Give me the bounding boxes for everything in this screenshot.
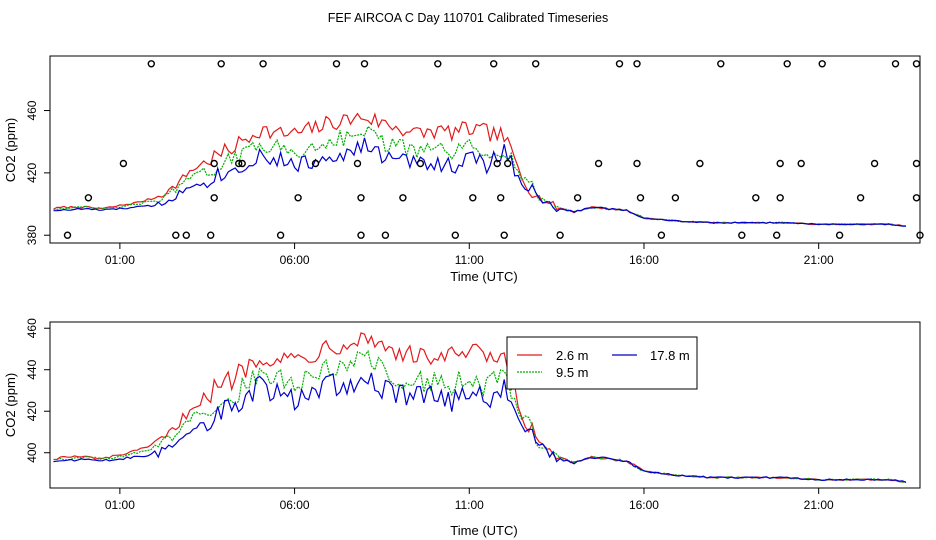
bottom-y-tick-label: 420	[25, 401, 39, 421]
flag-marker	[797, 159, 805, 168]
flag-marker	[490, 60, 498, 68]
flag-marker	[657, 231, 666, 239]
bottom-plot-frame	[49, 321, 921, 489]
bottom-y-tick-label: 460	[25, 318, 39, 338]
flag-marker	[717, 60, 725, 68]
flag-marker	[294, 194, 302, 202]
flag-marker	[399, 194, 407, 202]
flag-marker	[776, 194, 784, 202]
top-tick-layer: 01:00 06:00 11:00 16:00 21:00 380 420 460	[25, 100, 834, 267]
flag-marker	[206, 231, 215, 239]
flag-marker	[818, 60, 826, 68]
top-panel: 01:00 06:00 11:00 16:00 21:00 380 420 460 Time …	[3, 55, 924, 284]
flag-marker	[357, 231, 365, 239]
flag-marker	[556, 231, 564, 239]
flag-marker	[738, 231, 746, 239]
flag-marker	[783, 60, 791, 68]
flag-marker	[633, 159, 641, 168]
flag-marker	[497, 194, 505, 202]
flag-marker	[182, 231, 191, 239]
flag-marker	[773, 231, 781, 239]
flag-marker	[891, 60, 900, 68]
flag-marker	[671, 194, 680, 202]
flag-marker	[210, 159, 218, 168]
flag-marker	[504, 159, 512, 168]
legend-box	[506, 336, 698, 390]
top-series-line-17-8-m	[53, 137, 907, 227]
flag-marker	[147, 60, 156, 68]
flag-marker	[63, 231, 72, 239]
top-plot-frame	[49, 55, 921, 244]
bottom-y-axis-label: CO2 (ppm)	[3, 373, 18, 437]
bottom-panel: 01:00 06:00 11:00 16:00 21:00 400 420 440 460 Ti…	[3, 318, 921, 538]
bottom-y-tick-label: 400	[25, 442, 39, 462]
flag-marker	[532, 60, 540, 68]
flag-marker	[311, 159, 320, 168]
legend-label-2-6m: 2.6 m	[556, 348, 589, 363]
top-y-tick-label: 460	[25, 100, 39, 120]
flag-marker	[633, 60, 641, 68]
flag-marker	[493, 159, 501, 168]
flag-marker	[119, 159, 128, 168]
flag-marker	[776, 159, 784, 168]
top-y-axis-label: CO2 (ppm)	[3, 118, 18, 182]
flag-marker	[469, 194, 477, 202]
top-series-layer	[53, 112, 907, 227]
bottom-tick-layer: 01:00 06:00 11:00 16:00 21:00 400 420 440 460	[25, 318, 834, 512]
flag-marker	[416, 159, 425, 168]
flag-marker	[870, 159, 879, 168]
bottom-series-layer	[53, 332, 907, 483]
top-x-tick-label: 11:00	[455, 253, 484, 267]
flag-marker	[357, 194, 365, 202]
flag-marker	[360, 60, 369, 68]
top-y-tick-label: 420	[25, 163, 39, 183]
flag-marker	[434, 60, 442, 68]
top-x-tick-label: 06:00	[280, 253, 310, 267]
flag-marker	[234, 159, 243, 168]
top-x-tick-label: 01:00	[105, 253, 135, 267]
flag-marker	[500, 231, 508, 239]
bottom-x-tick-label: 21:00	[804, 498, 834, 512]
legend-label-9-5m: 9.5 m	[556, 365, 589, 380]
top-x-axis-label: Time (UTC)	[450, 269, 517, 284]
flag-marker	[353, 159, 362, 168]
top-x-tick-label: 21:00	[804, 253, 834, 267]
flag-marker	[172, 231, 180, 239]
flag-marker	[615, 60, 624, 68]
flag-marker	[381, 231, 390, 239]
figure-title: FEF AIRCOA C Day 110701 Calibrated Times…	[328, 11, 608, 25]
bottom-y-tick-label: 440	[25, 359, 39, 379]
flag-marker	[332, 60, 341, 68]
bottom-x-tick-label: 16:00	[629, 498, 659, 512]
bottom-x-tick-label: 11:00	[455, 498, 484, 512]
flag-marker	[210, 194, 218, 202]
bottom-series-line-17-8-m	[53, 372, 907, 483]
flag-marker	[752, 194, 760, 202]
top-y-tick-label: 380	[25, 225, 39, 245]
flag-marker	[636, 194, 645, 202]
bottom-x-tick-label: 06:00	[280, 498, 310, 512]
flag-marker	[276, 231, 285, 239]
flag-marker	[835, 231, 844, 239]
flag-marker	[451, 231, 459, 239]
flag-marker	[84, 194, 93, 202]
flag-marker	[259, 60, 267, 68]
bottom-x-tick-label: 01:00	[105, 498, 135, 512]
bottom-x-axis-label: Time (UTC)	[450, 523, 517, 538]
top-x-tick-label: 16:00	[629, 253, 659, 267]
flag-marker	[573, 194, 582, 202]
flag-marker	[696, 159, 704, 168]
flag-marker	[217, 60, 225, 68]
flag-marker	[238, 159, 246, 168]
flag-marker	[594, 159, 603, 168]
legend-label-17-8m: 17.8 m	[650, 348, 690, 363]
legend: 2.6 m 17.8 m 9.5 m	[506, 336, 698, 390]
flag-marker	[856, 194, 865, 202]
